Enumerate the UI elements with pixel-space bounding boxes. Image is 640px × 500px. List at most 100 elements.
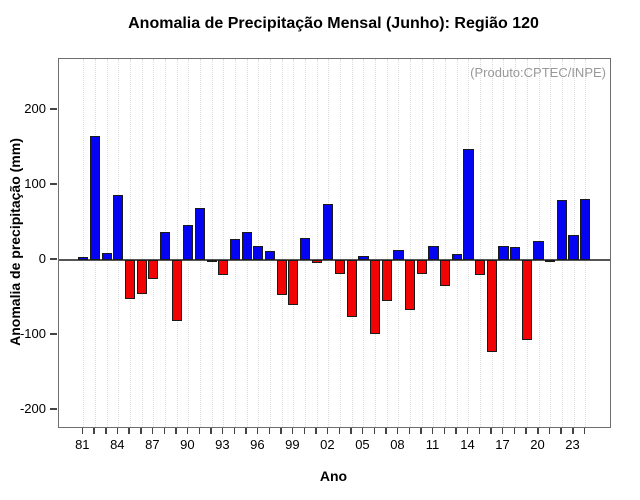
x-tick [420,428,422,434]
x-tick [81,428,84,434]
x-tick [221,428,224,434]
x-tick [303,428,306,434]
bar-2010 [416,260,427,274]
x-tick [560,428,562,434]
gridline [83,59,85,427]
bar-2009 [405,260,416,310]
gridline [503,59,505,427]
x-tick [315,428,317,434]
bar-1999 [288,260,299,305]
x-tick-label-08: 08 [390,437,405,452]
y-tick [50,408,57,410]
x-tick [478,428,481,434]
x-tick [245,428,247,434]
x-tick-label-20: 20 [530,437,545,452]
plot-area: (Produto:CPTEC/INPE) [58,58,611,428]
x-tick [361,428,364,434]
x-tick [186,428,189,434]
x-tick [233,428,236,434]
gridline [176,59,178,427]
y-axis-label: Anomalia de precipitação (mm) [7,138,23,346]
y-tick-label-100: 100 [24,176,46,191]
bar-1992 [206,260,217,262]
x-tick-label-90: 90 [180,437,195,452]
bar-2007 [381,260,392,301]
x-tick [116,428,119,434]
x-tick [350,428,352,434]
x-tick [210,428,212,434]
bar-2003 [334,260,346,274]
gridline [480,59,482,427]
bar-1998 [276,260,287,296]
x-tick-label-87: 87 [145,437,160,452]
bar-2001 [311,260,322,263]
x-tick [291,428,294,434]
x-tick-label-05: 05 [355,437,370,452]
x-tick [198,428,201,434]
gridline [316,59,318,427]
gridline [386,59,388,427]
bar-1997 [264,251,276,260]
bar-1990 [183,224,194,260]
bar-2011 [428,245,439,260]
x-tick [431,428,434,434]
gridline [433,59,435,427]
y-tick [50,333,57,335]
product-annotation: (Produto:CPTEC/INPE) [470,65,606,80]
gridline [456,59,458,427]
x-tick-label-14: 14 [460,437,475,452]
x-tick [583,428,586,434]
bar-2005 [358,255,369,260]
gridline [491,59,493,427]
x-tick [443,428,446,434]
x-tick-label-11: 11 [425,437,440,452]
x-tick [466,428,469,434]
bar-2000 [299,238,311,260]
bar-1985 [124,260,136,299]
bar-2002 [323,203,334,260]
gridline [445,59,447,427]
y-tick-label-200: 200 [24,101,46,116]
gridline [141,59,143,427]
x-tick-label-93: 93 [215,437,230,452]
x-axis-label: Ano [319,468,348,484]
x-tick-label-96: 96 [250,437,265,452]
bar-2017 [498,245,509,260]
x-tick [513,428,516,434]
gridline [211,59,213,427]
gridline [398,59,400,427]
bar-2004 [346,260,357,317]
bar-1995 [241,231,252,260]
gridline [363,59,365,427]
bar-1986 [136,260,147,294]
y-tick-label--100: -100 [19,326,46,341]
gridline [223,59,225,427]
bar-1984 [113,194,124,260]
gridline [258,59,260,427]
x-tick [151,428,154,434]
x-tick [385,428,387,434]
gridline [515,59,517,427]
bar-2008 [393,249,404,260]
bar-2018 [510,247,521,260]
bar-1989 [171,260,182,321]
chart-title: Anomalia de Precipitação Mensal (Junho):… [128,15,539,32]
zero-line [59,259,610,261]
x-tick [268,428,271,434]
x-tick-label-23: 23 [565,437,580,452]
gridline [410,59,412,427]
bar-2006 [370,260,381,334]
x-tick [525,428,527,434]
gridline [281,59,283,427]
gridline [421,59,423,427]
gridline [526,59,528,427]
bar-2020 [533,241,544,260]
bar-1988 [159,232,171,260]
bar-2013 [451,254,462,260]
x-tick [373,428,376,434]
x-tick [105,428,107,434]
x-tick-label-17: 17 [495,437,510,452]
bar-2021 [545,260,556,262]
x-tick [175,428,177,434]
